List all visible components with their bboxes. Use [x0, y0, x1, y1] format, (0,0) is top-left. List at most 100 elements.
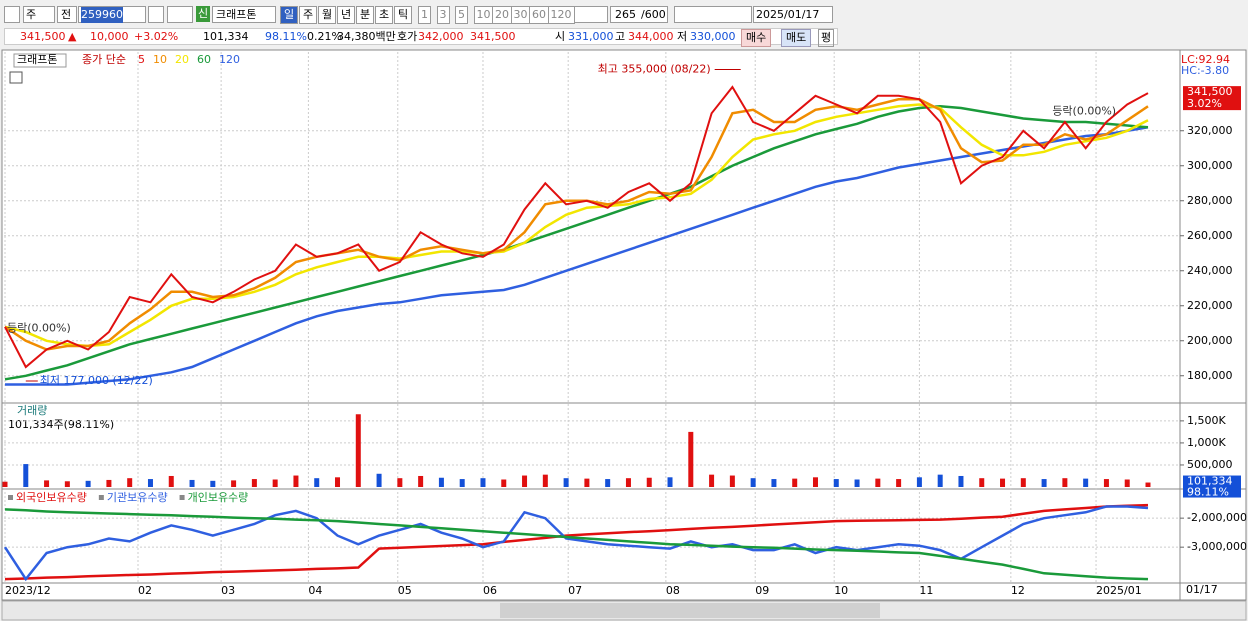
interval-button[interactable]: 일	[280, 6, 299, 24]
volume-bar	[1145, 482, 1151, 487]
low-label: 저	[677, 30, 688, 43]
volume-title: 거래량	[17, 404, 47, 417]
table-icon[interactable]	[9, 71, 23, 84]
last-volume-box	[1183, 475, 1241, 498]
tool-icons[interactable]	[674, 6, 752, 23]
count-box[interactable]: 265/600	[610, 6, 668, 23]
volume-tick-label: 1,000K	[1187, 436, 1226, 449]
sell-button[interactable]: 매도	[781, 29, 812, 47]
volume-bar	[314, 478, 320, 487]
volume-bar	[168, 475, 174, 487]
chart-frame	[1, 49, 1247, 601]
x-tick-label: 03	[221, 584, 235, 597]
buy-button[interactable]: 매수	[741, 29, 772, 47]
interval-button[interactable]: 주	[299, 6, 318, 24]
annotation: 최저 177,000 (12/22)	[40, 374, 153, 387]
ask-label: 호가	[397, 30, 418, 43]
volume-bar	[355, 414, 361, 487]
volume-bar	[2, 481, 8, 487]
minute-button[interactable]: 1	[418, 6, 431, 24]
minute-button[interactable]: 3	[436, 6, 450, 24]
volume-bar	[667, 477, 673, 487]
volume-bar	[189, 479, 195, 487]
high: 344,000	[628, 30, 674, 43]
interval-button[interactable]: 초	[375, 6, 394, 24]
interval-button[interactable]: 월	[318, 6, 337, 24]
legend-entry: 120	[219, 53, 240, 66]
volume-bar	[459, 479, 465, 487]
volume-bar	[147, 479, 153, 487]
volume-bar	[916, 477, 922, 487]
name-box[interactable]: 크래프톤	[212, 6, 276, 23]
minute-button[interactable]: 20	[492, 6, 512, 24]
volume-bar	[293, 475, 299, 487]
volume-bar	[646, 477, 652, 487]
volume-tick-label: 1,500K	[1187, 414, 1226, 427]
legend-entry: 10	[153, 53, 167, 66]
volume-bar	[85, 480, 91, 487]
holdings-tick-label: -3,000,000	[1187, 540, 1247, 553]
stock-name: 크래프톤	[216, 8, 257, 21]
scroll-thumb[interactable]	[500, 603, 880, 618]
price: 341,500	[20, 30, 66, 43]
open-label: 시	[555, 30, 566, 43]
interval-button[interactable]: 분	[356, 6, 375, 24]
volume-bar	[1062, 478, 1068, 487]
minute-button[interactable]: 5	[455, 6, 468, 24]
holdings-legend: 기관보유수량	[107, 491, 168, 504]
sound-button[interactable]	[167, 6, 193, 23]
minute-button[interactable]: 120	[547, 6, 575, 24]
holdings-legend: 외국인보유수량	[16, 491, 87, 504]
legend-swatch	[8, 495, 13, 500]
volume-bar	[335, 477, 341, 487]
prev-button[interactable]: 전	[57, 6, 77, 23]
y-tick-label: 240,000	[1187, 264, 1233, 277]
count: 265	[615, 8, 636, 21]
volume-bar	[1083, 478, 1089, 487]
price-line	[4, 105, 1149, 381]
last-change: 3.02%	[1187, 97, 1222, 110]
search-button[interactable]	[148, 6, 164, 23]
volume-bar	[875, 478, 881, 487]
code-input[interactable]: 259960	[78, 6, 146, 23]
volume-bar	[272, 479, 278, 487]
code: 259960	[81, 7, 123, 23]
volume-bar	[854, 479, 860, 487]
volume-bar	[1000, 478, 1006, 487]
bid: 341,500	[470, 30, 516, 43]
minute-button[interactable]: 10	[473, 6, 494, 24]
low: 330,000	[690, 30, 736, 43]
volume-bar	[231, 480, 237, 487]
volume-bar	[522, 475, 528, 487]
annotation: 최고 355,000 (08/22)	[598, 63, 711, 76]
x-tick-label: 05	[398, 584, 412, 597]
legend-entry: 20	[175, 53, 189, 66]
volume-bar	[771, 479, 777, 487]
period: 주	[26, 8, 37, 21]
interval-button[interactable]: 틱	[394, 6, 413, 24]
minute-button[interactable]: 60	[529, 6, 549, 24]
volume-bar	[937, 474, 943, 487]
holdings-legend: 개인보유수량	[188, 491, 249, 504]
avg-button[interactable]: 평	[818, 29, 835, 47]
volume-bar	[376, 473, 382, 487]
holdings-line	[4, 508, 1149, 581]
volume-bar	[542, 474, 548, 487]
last-volume-pct: 98.11%	[1187, 486, 1229, 499]
interval-button[interactable]: 년	[337, 6, 356, 24]
minute-button[interactable]: 30	[510, 6, 531, 24]
legend-entry: 60	[197, 53, 211, 66]
blank-select[interactable]	[570, 6, 608, 23]
x-tick-label: 04	[308, 584, 322, 597]
date-box[interactable]: 2025/01/17	[753, 6, 833, 23]
legend-swatch	[98, 495, 104, 500]
legend-label: 종가 단순	[82, 53, 126, 66]
menu-icon[interactable]	[4, 6, 20, 23]
last-price: 341,500	[1187, 85, 1233, 98]
last-price-box	[1183, 86, 1241, 111]
period-select[interactable]: 주	[23, 6, 55, 23]
x-tick-label: 2023/12	[5, 584, 51, 597]
price-line	[4, 85, 1149, 369]
volume-bar	[605, 479, 611, 487]
